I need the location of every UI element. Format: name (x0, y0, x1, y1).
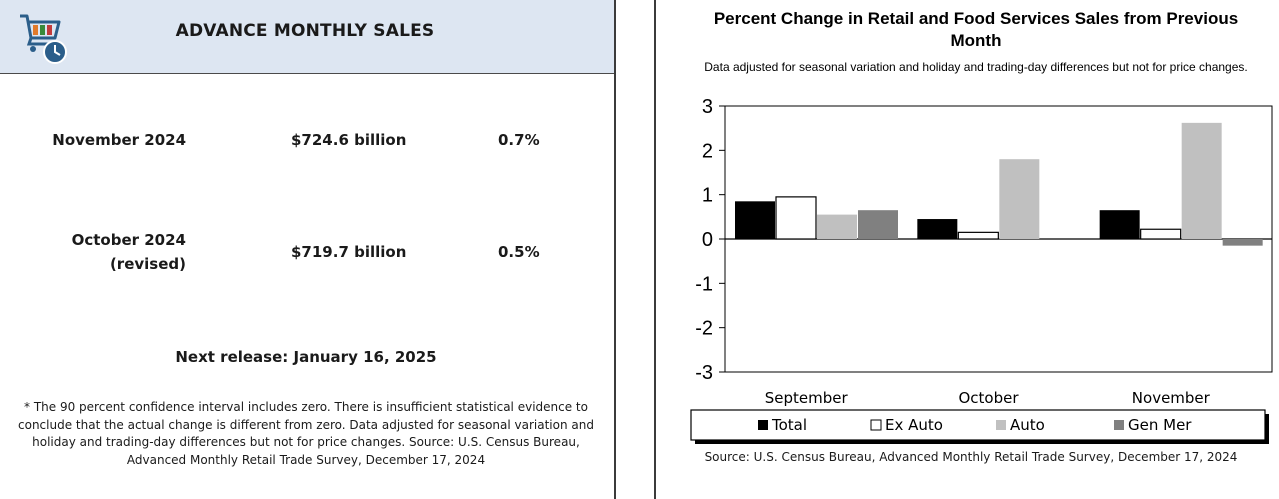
bar-chart: 3 2 1 0 -1 -2 -3 September October November Total E… (690, 96, 1273, 444)
y-tick-label: 0 (702, 229, 713, 251)
legend-label: Ex Auto (885, 416, 943, 434)
chart-source: Source: U.S. Census Bureau, Advanced Mon… (704, 450, 1238, 464)
bar-total (917, 219, 958, 239)
legend-swatch (996, 420, 1006, 430)
next-release-text: Next release: January 16, 2025 (175, 348, 437, 366)
y-tick-label: -1 (695, 273, 713, 295)
row-period-label: October 2024 (71, 231, 186, 249)
bar-auto (817, 214, 857, 239)
y-tick-label: 1 (702, 185, 713, 207)
x-tick-label: September (765, 389, 849, 407)
bar-ex-auto (957, 231, 999, 240)
legend-label: Total (771, 416, 807, 434)
x-tick-label: November (1132, 389, 1211, 407)
bar-total (735, 201, 775, 239)
legend-swatch (1114, 420, 1124, 430)
row-period-label: November 2024 (52, 131, 186, 149)
advance-sales-panel: ADVANCE MONTHLY SALES November 2024 $724… (0, 0, 616, 499)
y-tick-label: -3 (695, 362, 713, 384)
legend-swatch (758, 420, 768, 430)
bar-ex-auto (775, 196, 817, 240)
y-tick-label: 2 (702, 140, 713, 162)
bar-auto (999, 159, 1040, 239)
x-tick-label: October (958, 389, 1019, 407)
y-tick-label: -2 (695, 318, 713, 340)
chart-panel: Percent Change in Retail and Food Servic… (654, 0, 1279, 499)
bar-gen-mer (1222, 239, 1263, 246)
bar-auto (1181, 122, 1222, 239)
bar-ex-auto (1140, 228, 1182, 240)
row-percent-change: 0.5% (498, 243, 540, 261)
bar-total (1099, 210, 1140, 239)
row-percent-change: 0.7% (498, 131, 540, 149)
y-tick-label: 3 (702, 96, 713, 118)
chart-subtitle: Data adjusted for seasonal variation and… (704, 60, 1248, 74)
row-sales-value: $724.6 billion (291, 131, 407, 149)
panel-header: ADVANCE MONTHLY SALES (0, 0, 614, 74)
legend-swatch (870, 419, 882, 431)
chart-title: Percent Change in Retail and Food Servic… (713, 9, 1239, 50)
page-title: ADVANCE MONTHLY SALES (175, 21, 435, 41)
footnote-text: * The 90 percent confidence interval inc… (18, 400, 594, 467)
shopping-cart-clock-icon (20, 14, 67, 64)
legend-label: Gen Mer (1128, 416, 1192, 434)
row-period-sublabel: (revised) (109, 255, 186, 273)
legend-label: Auto (1010, 416, 1045, 434)
row-sales-value: $719.7 billion (291, 243, 407, 261)
bar-gen-mer (858, 210, 898, 239)
legend (690, 409, 1266, 441)
